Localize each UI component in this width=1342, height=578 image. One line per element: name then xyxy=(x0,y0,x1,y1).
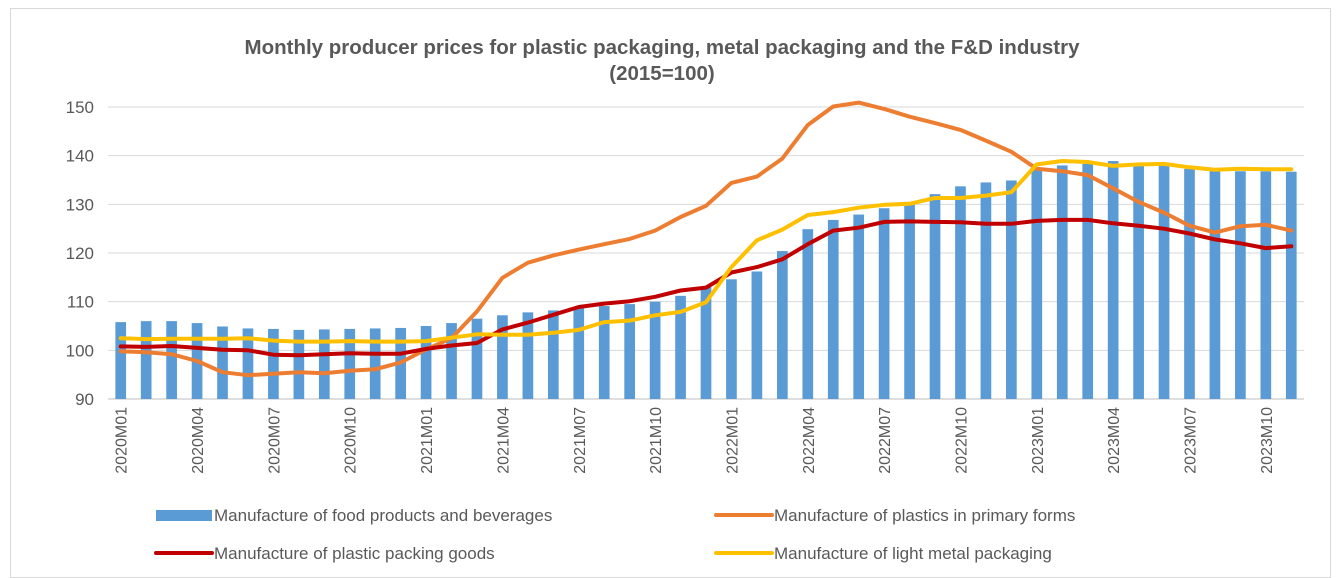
x-tick-label: 2022M10 xyxy=(953,407,970,474)
bar xyxy=(344,328,356,399)
bar xyxy=(827,219,839,399)
bar xyxy=(497,315,508,399)
series-line xyxy=(118,159,1294,344)
legend-label: Manufacture of food products and beverag… xyxy=(214,506,552,525)
bar xyxy=(904,201,915,399)
chart-subtitle: (2015=100) xyxy=(609,62,714,85)
bar xyxy=(1006,180,1017,399)
bar xyxy=(1285,171,1297,399)
x-tick-label: 2020M01 xyxy=(114,407,131,474)
y-tick-label: 150 xyxy=(66,98,94,117)
bar xyxy=(1260,171,1272,399)
x-tick-label: 2020M07 xyxy=(266,407,283,474)
legend-label: Manufacture of light metal packaging xyxy=(774,544,1052,563)
legend: Manufacture of food products and beverag… xyxy=(154,506,1075,563)
bar xyxy=(802,229,814,399)
x-axis-tick-labels: 2020M01 2020M04 2020M07 2020M10 2021M01 2021M… xyxy=(114,407,1276,474)
x-tick-label: 2021M10 xyxy=(648,407,665,474)
bar xyxy=(675,295,686,399)
bar xyxy=(1031,168,1043,399)
bar xyxy=(446,323,457,399)
bar xyxy=(420,326,432,399)
x-tick-label: 2023M04 xyxy=(1106,407,1123,474)
bar xyxy=(624,304,636,399)
y-axis-tick-labels: 90 100 110 120 130 140 150 xyxy=(66,98,94,409)
chart-svg: Monthly producer prices for plastic pack… xyxy=(66,36,1304,563)
legend-label: Manufacture of plastic packing goods xyxy=(214,544,495,563)
bar xyxy=(1056,165,1068,399)
bar xyxy=(293,329,305,399)
y-tick-label: 110 xyxy=(67,293,94,312)
y-tick-label: 130 xyxy=(66,195,94,214)
y-tick-label: 90 xyxy=(75,390,94,409)
x-tick-label: 2020M04 xyxy=(190,407,207,474)
bar xyxy=(318,329,330,399)
x-tick-label: 2020M10 xyxy=(343,407,360,474)
x-tick-label: 2022M04 xyxy=(801,407,818,474)
bar xyxy=(369,328,381,399)
bar xyxy=(700,287,712,399)
bar xyxy=(929,194,941,399)
bar xyxy=(1107,161,1119,399)
bar xyxy=(547,310,559,399)
series-line xyxy=(118,217,1294,358)
bar xyxy=(955,186,966,399)
bar xyxy=(1082,163,1094,399)
x-tick-label: 2023M10 xyxy=(1259,407,1276,474)
bar xyxy=(1184,168,1195,399)
chart-frame: Monthly producer prices for plastic pack… xyxy=(10,8,1331,578)
bar xyxy=(751,271,763,399)
bar xyxy=(598,306,610,399)
x-tick-label: 2022M01 xyxy=(724,407,741,474)
bar xyxy=(471,318,483,399)
bar xyxy=(268,328,279,399)
y-tick-label: 100 xyxy=(66,341,94,360)
series-line xyxy=(118,100,1294,378)
y-tick-label: 140 xyxy=(66,147,94,166)
bar xyxy=(649,301,661,399)
chart-title: Monthly producer prices for plastic pack… xyxy=(245,36,1081,59)
legend-swatch xyxy=(156,510,212,521)
x-tick-label: 2021M07 xyxy=(572,407,589,474)
bar xyxy=(573,308,585,399)
bar xyxy=(726,279,737,399)
x-tick-label: 2023M01 xyxy=(1030,407,1047,474)
x-tick-label: 2021M04 xyxy=(495,407,512,474)
x-tick-label: 2021M01 xyxy=(419,407,436,474)
bar xyxy=(1235,171,1246,399)
y-tick-label: 120 xyxy=(66,244,94,263)
bar xyxy=(217,326,228,399)
bar xyxy=(115,322,127,399)
bar xyxy=(1133,164,1144,399)
bar-series xyxy=(115,161,1297,399)
bar xyxy=(776,251,788,399)
x-tick-label: 2023M07 xyxy=(1182,407,1199,474)
bar xyxy=(140,321,152,399)
x-tick-label: 2022M07 xyxy=(877,407,894,474)
legend-label: Manufacture of plastics in primary forms xyxy=(774,506,1075,525)
bar xyxy=(522,312,534,399)
bar xyxy=(1209,170,1221,399)
bar xyxy=(853,214,865,399)
bar xyxy=(878,208,890,399)
bar xyxy=(166,321,177,399)
line-series xyxy=(118,100,1294,378)
bar xyxy=(242,328,254,399)
bar xyxy=(980,182,992,399)
bar xyxy=(1158,164,1170,399)
